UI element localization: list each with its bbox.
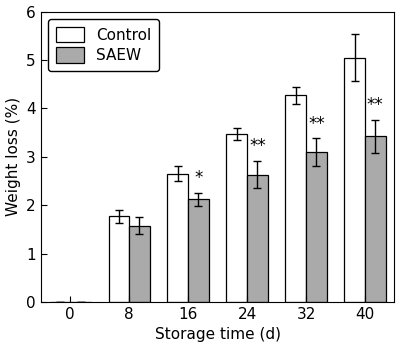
Text: *: * bbox=[194, 169, 203, 187]
Bar bbox=[365, 136, 386, 302]
Legend: Control, SAEW: Control, SAEW bbox=[48, 19, 159, 71]
Bar bbox=[344, 57, 365, 302]
Bar bbox=[226, 134, 247, 302]
Bar bbox=[306, 152, 327, 302]
Text: **: ** bbox=[308, 114, 325, 133]
Bar bbox=[285, 95, 306, 302]
Bar bbox=[247, 175, 268, 302]
Bar bbox=[168, 174, 188, 302]
Bar bbox=[188, 199, 209, 302]
Text: **: ** bbox=[249, 137, 266, 155]
Bar bbox=[129, 226, 150, 302]
Text: **: ** bbox=[367, 96, 384, 114]
X-axis label: Storage time (d): Storage time (d) bbox=[154, 327, 280, 342]
Y-axis label: Weight loss (%): Weight loss (%) bbox=[6, 97, 20, 216]
Bar bbox=[108, 216, 129, 302]
